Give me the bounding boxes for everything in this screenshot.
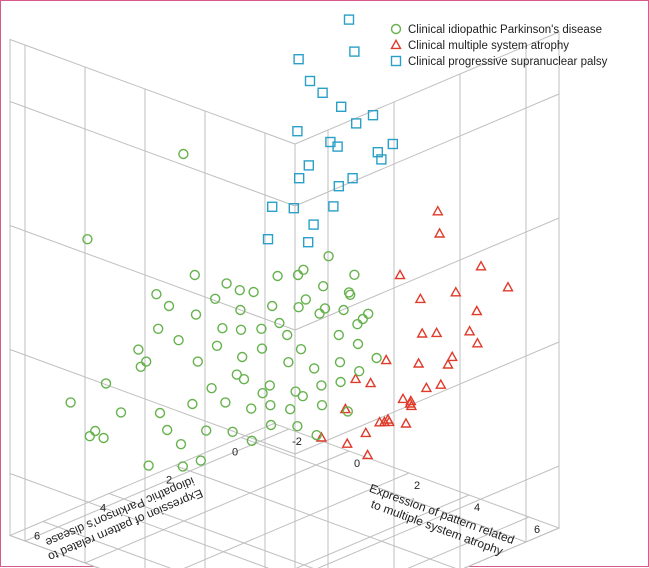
- y-tick-label: 4: [474, 502, 480, 514]
- legend-item-label: Clinical multiple system atrophy: [408, 40, 569, 52]
- scatter-3d-plot: 02460246-20246Expression of pattern rela…: [1, 1, 649, 568]
- legend-item-label: Clinical idiopathic Parkinson's disease: [408, 24, 602, 36]
- y-tick-label: 2: [414, 480, 420, 492]
- x-tick-label: 0: [232, 447, 238, 459]
- y-tick-label: -2: [292, 436, 302, 448]
- chart-container: { "chart": { "type": "scatter3d", "width…: [0, 0, 649, 567]
- y-tick-label: 0: [354, 458, 360, 470]
- legend-item-label: Clinical progressive supranuclear palsy: [408, 56, 608, 68]
- x-tick-label: 6: [34, 531, 40, 543]
- y-tick-label: 6: [534, 524, 540, 536]
- legend: Clinical idiopathic Parkinson's disease C…: [392, 24, 608, 68]
